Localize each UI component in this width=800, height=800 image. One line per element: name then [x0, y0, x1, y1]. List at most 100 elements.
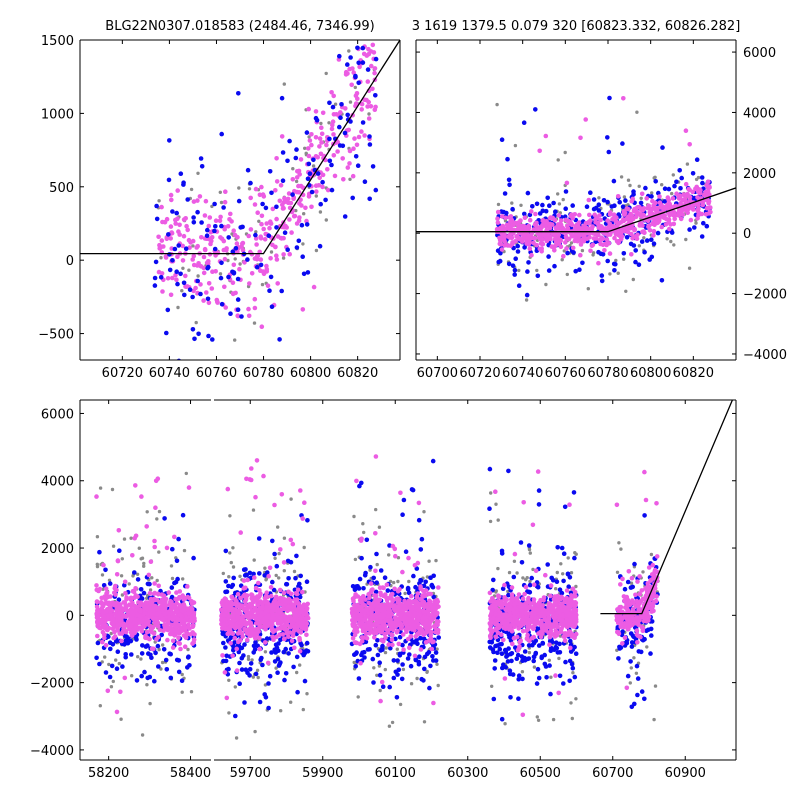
data-point — [114, 658, 118, 662]
data-point — [224, 589, 230, 594]
data-point — [325, 167, 330, 172]
data-point — [162, 516, 167, 521]
data-point — [98, 704, 103, 708]
data-point — [309, 132, 314, 137]
data-point — [289, 700, 293, 704]
data-point — [648, 206, 653, 212]
data-point — [680, 212, 686, 217]
top-right-chart: 60700 60720 60740 60760 60780 60800 60820−4000… — [415, 39, 787, 381]
data-point — [270, 614, 276, 620]
data-point — [694, 177, 699, 182]
data-point — [172, 534, 177, 540]
data-point — [167, 267, 173, 273]
data-point — [97, 609, 102, 614]
data-point — [351, 146, 356, 151]
data-point — [521, 120, 527, 125]
data-point — [416, 517, 422, 523]
data-point — [276, 663, 282, 668]
data-point — [590, 242, 596, 248]
data-point — [530, 204, 535, 209]
data-point — [219, 223, 224, 229]
data-point — [352, 514, 356, 519]
data-point — [517, 268, 521, 273]
data-point — [219, 131, 224, 137]
data-point — [577, 212, 582, 218]
data-point — [586, 197, 592, 203]
data-point — [260, 605, 266, 611]
data-point — [562, 230, 567, 235]
data-point — [630, 216, 636, 222]
data-point — [212, 228, 217, 234]
data-point — [209, 235, 215, 240]
data-point — [205, 265, 210, 271]
data-point — [128, 638, 134, 644]
data-point — [524, 292, 530, 298]
data-point — [133, 624, 139, 630]
data-point — [230, 280, 236, 286]
data-point — [239, 667, 245, 672]
data-point — [220, 602, 225, 608]
data-point — [148, 652, 153, 658]
data-point — [95, 640, 101, 646]
data-point — [281, 252, 286, 257]
data-point — [683, 128, 689, 133]
data-point — [237, 266, 242, 272]
data-point — [622, 210, 628, 216]
data-point — [616, 221, 622, 226]
data-point — [137, 546, 141, 550]
data-point — [582, 234, 587, 239]
data-point — [292, 587, 298, 593]
data-point — [137, 608, 143, 614]
data-point — [155, 643, 161, 649]
data-point — [659, 214, 665, 219]
data-point — [281, 235, 286, 241]
data-point — [197, 194, 203, 199]
data-point — [258, 257, 264, 262]
data-point — [331, 112, 337, 117]
data-point — [293, 591, 299, 596]
data-point — [625, 229, 631, 235]
data-point — [152, 581, 157, 586]
data-point — [421, 678, 426, 683]
data-point — [683, 181, 689, 187]
data-point — [313, 115, 319, 121]
data-point — [293, 575, 298, 581]
data-point — [238, 624, 243, 629]
data-point — [633, 259, 638, 265]
data-point — [264, 221, 270, 226]
data-point — [625, 216, 630, 221]
data-point — [378, 568, 384, 573]
data-point — [572, 212, 578, 217]
data-point — [249, 592, 254, 597]
data-point — [612, 235, 617, 241]
data-point — [191, 244, 195, 248]
data-point — [155, 623, 161, 629]
data-point — [275, 670, 280, 675]
data-point — [636, 211, 641, 216]
data-point — [319, 131, 325, 137]
data-point — [361, 586, 366, 591]
x-tick-label: 58400 — [170, 766, 211, 781]
data-point — [350, 195, 356, 201]
data-point — [506, 261, 512, 267]
data-point — [372, 66, 378, 71]
data-point — [606, 241, 612, 246]
data-point — [526, 223, 531, 229]
data-point — [304, 621, 310, 626]
data-point — [298, 488, 303, 493]
data-point — [132, 595, 137, 601]
data-point — [284, 582, 290, 587]
data-point — [99, 595, 104, 601]
data-point — [520, 223, 525, 229]
data-point — [206, 223, 212, 229]
data-point — [227, 575, 231, 579]
data-point — [230, 249, 236, 254]
data-point — [361, 522, 365, 526]
data-point — [253, 729, 257, 734]
data-point — [248, 614, 253, 620]
data-point — [430, 458, 436, 464]
data-point — [98, 486, 103, 490]
data-point — [616, 271, 620, 275]
data-point — [436, 635, 442, 640]
data-point — [372, 635, 377, 640]
